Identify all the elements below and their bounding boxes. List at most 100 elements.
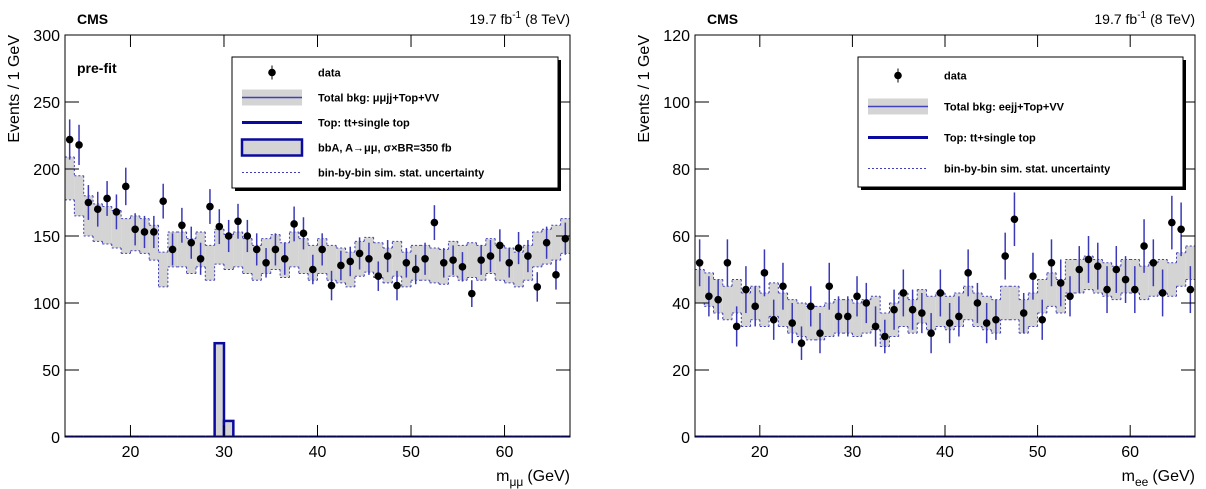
data-point	[1056, 279, 1065, 287]
data-point	[374, 272, 383, 281]
uncertainty-band	[1046, 272, 1057, 307]
data-point	[890, 305, 898, 314]
data-point	[449, 256, 457, 264]
data-point	[751, 302, 759, 311]
legend-symbol	[894, 71, 902, 80]
uncertainty-band	[722, 286, 733, 320]
data-point	[881, 332, 889, 341]
uncertainty-band	[1037, 279, 1047, 314]
data-point	[477, 256, 485, 264]
uncertainty-band	[289, 231, 299, 267]
data-point	[918, 309, 926, 317]
luminosity: 19.7 fb-1 (8 TeV)	[1094, 10, 1195, 27]
y-axis-label: Events / 1 GeV	[636, 35, 653, 143]
data-point	[1001, 252, 1009, 260]
x-tick-label: 20	[122, 444, 140, 461]
data-point	[552, 271, 560, 279]
data-point	[75, 141, 83, 149]
y-tick-label: 60	[672, 229, 690, 246]
lumi-exponent: -1	[1137, 10, 1146, 21]
x-label-subscript: μμ	[510, 475, 524, 489]
data-point	[234, 217, 242, 226]
data-point	[224, 232, 233, 240]
data-point	[908, 305, 917, 314]
data-point	[1168, 218, 1176, 227]
legend-label: bbA, A→μμ, σ×BR=350 fb	[318, 143, 452, 155]
data-point	[290, 220, 298, 228]
x-label-unit: (GeV)	[527, 468, 570, 485]
legend-symbol	[240, 138, 304, 157]
y-tick-label: 40	[672, 296, 690, 313]
chart-title: CMS	[707, 11, 738, 27]
data-point	[853, 292, 861, 301]
legend-label: Top: tt+single top	[318, 118, 410, 130]
data-point	[1038, 315, 1047, 324]
legend-label: data	[944, 71, 968, 83]
uncertainty-band	[1185, 246, 1195, 280]
x-label-main: m	[1122, 468, 1135, 485]
data-point	[468, 289, 476, 298]
uncertainty-band	[233, 231, 243, 267]
data-point	[927, 329, 935, 337]
signal-bar	[222, 419, 235, 437]
data-point	[318, 245, 326, 254]
uncertainty-band	[205, 245, 215, 281]
uncertainty-band	[102, 206, 112, 245]
y-tick-label: 20	[672, 363, 690, 380]
uncertainty-band	[429, 248, 440, 283]
data-point	[168, 245, 177, 254]
data-point	[561, 234, 570, 243]
chart-title: CMS	[77, 11, 108, 27]
uncertainty-band	[732, 279, 742, 314]
data-point	[337, 261, 345, 270]
y-tick-label: 0	[681, 430, 690, 447]
uncertainty-band	[1000, 286, 1010, 320]
data-point	[936, 289, 945, 297]
panel: 20 30 40 50 60 0 20 40 60 80 100 120 CMS 19.7 fb-1 (8 …	[636, 10, 1196, 489]
data-point	[1029, 272, 1037, 281]
data-point	[496, 241, 504, 250]
data-point	[779, 282, 787, 291]
data-point	[797, 339, 806, 348]
x-tick-label: 60	[1121, 444, 1139, 461]
data-point	[1075, 265, 1084, 274]
data-point	[695, 259, 704, 267]
data-point	[280, 254, 289, 263]
data-point	[84, 198, 93, 207]
x-tick-label: 40	[936, 444, 954, 461]
data-point	[514, 244, 523, 252]
data-point	[524, 252, 532, 260]
data-point	[262, 259, 270, 267]
data-point	[150, 228, 158, 236]
x-tick-label: 50	[402, 444, 420, 461]
y-axis-label: Events / 1 GeV	[6, 35, 23, 143]
uncertainty-band	[326, 245, 337, 281]
uncertainty-band	[298, 238, 309, 274]
uncertainty-band	[121, 218, 131, 254]
data-point	[723, 259, 732, 267]
uncertainty-band	[158, 252, 168, 287]
uncertainty-band	[551, 225, 561, 261]
data-point	[899, 289, 908, 297]
data-point	[187, 238, 196, 247]
data-point	[383, 252, 392, 260]
data-point	[955, 312, 963, 321]
data-point	[732, 322, 741, 331]
uncertainty-band	[1139, 266, 1149, 300]
data-point	[327, 281, 336, 290]
legend-label: Total bkg: eejj+Top+VV	[944, 102, 1065, 114]
uncertainty-band	[467, 242, 477, 278]
legend-label: Total bkg: μμjj+Top+VV	[318, 93, 440, 105]
legend-label: Top: tt+single top	[944, 133, 1036, 145]
uncertainty-band	[242, 238, 253, 274]
data-point	[1131, 285, 1139, 294]
data-point	[505, 259, 514, 267]
data-point	[196, 254, 205, 263]
data-point	[131, 225, 139, 234]
data-point	[355, 249, 364, 258]
y-tick-label: 300	[33, 28, 60, 45]
uncertainty-band	[1176, 252, 1186, 287]
data-point	[1149, 259, 1158, 267]
x-axis-label: mee (GeV)	[1122, 468, 1195, 489]
